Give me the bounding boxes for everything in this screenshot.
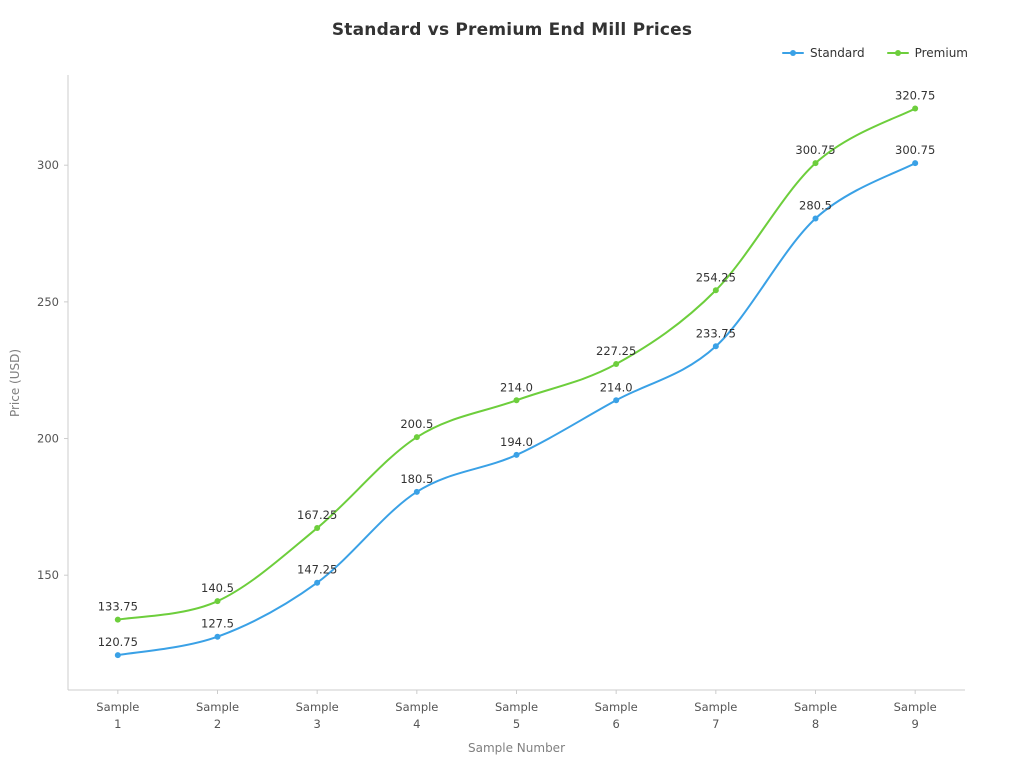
x-tick-label: 2 <box>214 717 221 731</box>
legend-label-premium: Premium <box>914 46 968 60</box>
data-label: 133.75 <box>98 600 138 614</box>
data-label: 180.5 <box>400 472 433 486</box>
series-line-standard <box>116 162 917 657</box>
x-tick-label: Sample <box>196 700 239 714</box>
data-point <box>912 105 919 112</box>
data-point <box>214 598 221 605</box>
x-tick-label: 7 <box>712 717 719 731</box>
x-axis-title: Sample Number <box>467 741 565 755</box>
legend-dot-standard <box>790 50 796 56</box>
legend-label-standard: Standard <box>810 46 865 60</box>
series-line-premium <box>116 107 917 621</box>
data-label: 194.0 <box>500 435 533 449</box>
y-tick-label: 250 <box>37 295 59 309</box>
data-point <box>513 397 520 404</box>
legend-dot-premium <box>894 50 901 56</box>
data-label: 147.25 <box>297 563 337 577</box>
data-point <box>712 287 719 294</box>
data-label: 214.0 <box>500 380 533 394</box>
line-marker-icon <box>886 48 909 58</box>
data-label: 140.5 <box>201 581 234 595</box>
y-tick-label: 200 <box>37 432 59 446</box>
data-label: 214.0 <box>600 380 633 394</box>
legend-item-premium: Premium <box>886 46 968 60</box>
data-point <box>114 616 121 623</box>
data-label: 127.5 <box>201 617 234 631</box>
x-tick-label: 4 <box>413 717 420 731</box>
x-tick-label: Sample <box>395 700 438 714</box>
y-tick-label: 300 <box>37 158 59 172</box>
data-point <box>613 397 620 404</box>
line-marker-icon <box>782 48 804 58</box>
chart-title: Standard vs Premium End Mill Prices <box>331 20 693 40</box>
data-point <box>314 579 321 586</box>
data-label: 280.5 <box>799 199 832 213</box>
data-label: 300.75 <box>895 143 935 157</box>
y-tick-label: 150 <box>37 568 59 582</box>
data-label: 227.25 <box>596 344 636 358</box>
data-point <box>214 633 221 640</box>
data-point <box>413 434 420 441</box>
chart-legend: Standard Premium <box>782 46 968 60</box>
data-point <box>114 652 121 659</box>
data-point <box>812 160 819 167</box>
data-label: 120.75 <box>98 635 138 649</box>
data-point <box>712 343 719 350</box>
data-label: 320.75 <box>895 88 935 102</box>
x-tick-label: 9 <box>912 717 919 731</box>
x-tick-label: Sample <box>894 700 937 714</box>
data-point <box>912 160 919 167</box>
data-label: 300.75 <box>795 143 835 157</box>
x-tick-label: Sample <box>495 700 538 714</box>
data-label: 200.5 <box>400 417 433 431</box>
data-point <box>812 215 819 222</box>
x-tick-label: 8 <box>812 717 819 731</box>
x-tick-label: Sample <box>96 700 139 714</box>
x-tick-label: 3 <box>314 717 321 731</box>
x-tick-label: Sample <box>694 700 737 714</box>
data-point <box>613 361 620 368</box>
data-point <box>314 525 321 532</box>
data-label: 167.25 <box>297 508 337 522</box>
x-tick-label: Sample <box>794 700 837 714</box>
x-tick-label: 1 <box>114 717 121 731</box>
x-tick-label: 6 <box>613 717 620 731</box>
x-tick-label: Sample <box>296 700 339 714</box>
y-axis-title: Price (USD) <box>8 348 22 418</box>
data-label: 254.25 <box>696 270 736 284</box>
data-point <box>513 451 520 458</box>
data-label: 233.75 <box>696 326 736 340</box>
legend-item-standard: Standard <box>782 46 865 60</box>
data-point <box>413 488 420 495</box>
x-tick-label: 5 <box>513 717 520 731</box>
x-tick-label: Sample <box>595 700 638 714</box>
